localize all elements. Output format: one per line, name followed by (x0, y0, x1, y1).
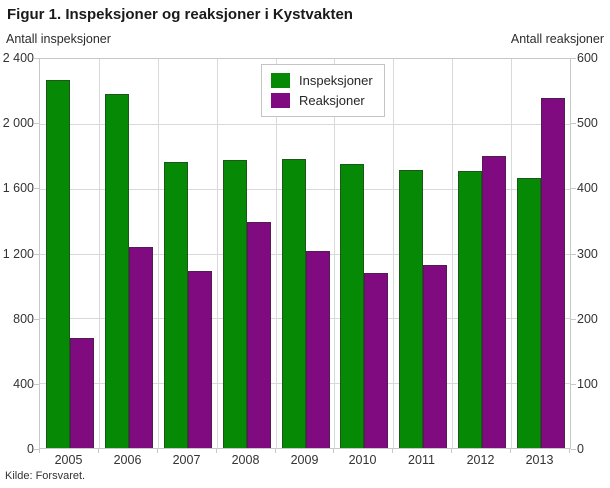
x-axis-tickmark (275, 449, 276, 453)
right-axis-tick-label: 0 (577, 442, 584, 456)
legend: Inspeksjoner Reaksjoner (261, 64, 385, 117)
gridline-vertical (276, 59, 277, 448)
right-axis-title: Antall reaksjoner (510, 32, 604, 46)
x-axis-label-2008: 2008 (231, 453, 260, 467)
right-axis-tick-label: 300 (577, 247, 598, 261)
axis-tickmark (571, 188, 576, 189)
x-axis-label-2012: 2012 (466, 453, 495, 467)
right-axis-tick-label: 200 (577, 312, 598, 326)
x-axis-label-2010: 2010 (348, 453, 377, 467)
bar-inspeksjoner-2011 (399, 170, 423, 448)
gridline-vertical (452, 59, 453, 448)
bar-inspeksjoner-2005 (46, 80, 70, 448)
left-axis-tick-label: 0 (27, 442, 34, 456)
axis-tickmark (571, 123, 576, 124)
x-axis-tickmark (39, 449, 40, 453)
x-axis-label-2009: 2009 (290, 453, 319, 467)
right-axis-tick-label: 600 (577, 51, 598, 65)
left-axis-tick-label: 1 200 (2, 247, 34, 261)
bar-inspeksjoner-2007 (164, 162, 188, 448)
left-axis-tick-label: 1 600 (2, 181, 34, 195)
x-axis-tickmark (569, 449, 570, 453)
legend-label-reaksjoner: Reaksjoner (299, 93, 365, 108)
bar-inspeksjoner-2012 (458, 171, 482, 448)
axis-tickmark (34, 58, 39, 59)
bar-inspeksjoner-2010 (340, 164, 364, 448)
legend-label-inspeksjoner: Inspeksjoner (299, 73, 373, 88)
bar-reaksjoner-2013 (541, 98, 565, 448)
x-axis-label-2006: 2006 (113, 453, 142, 467)
gridline-vertical (158, 59, 159, 448)
right-axis-tick-label: 400 (577, 181, 598, 195)
axis-tickmark (571, 384, 576, 385)
x-axis-tickmark (157, 449, 158, 453)
legend-item-inspeksjoner: Inspeksjoner (271, 73, 373, 88)
x-axis-tickmark (333, 449, 334, 453)
bar-reaksjoner-2011 (423, 265, 447, 448)
x-axis-label-2007: 2007 (172, 453, 201, 467)
left-axis-title: Antall inspeksjoner (6, 32, 111, 46)
x-axis-label-2005: 2005 (54, 453, 83, 467)
axis-tickmark (571, 319, 576, 320)
bar-reaksjoner-2007 (188, 271, 212, 448)
x-axis-tickmark (98, 449, 99, 453)
bar-inspeksjoner-2008 (223, 160, 247, 448)
gridline-vertical (334, 59, 335, 448)
left-axis-tick-label: 400 (13, 377, 34, 391)
bar-reaksjoner-2008 (247, 222, 271, 448)
gridline-horizontal (40, 124, 570, 125)
axis-tickmark (571, 58, 576, 59)
left-axis-tick-label: 800 (13, 312, 34, 326)
legend-swatch-reaksjoner-icon (271, 93, 290, 108)
chart-title: Figur 1. Inspeksjoner og reaksjoner i Ky… (7, 6, 353, 23)
x-axis-tickmark (451, 449, 452, 453)
left-axis-tick-label: 2 400 (2, 51, 34, 65)
bar-inspeksjoner-2009 (282, 159, 306, 448)
gridline-vertical (393, 59, 394, 448)
plot-area (39, 58, 571, 449)
bar-inspeksjoner-2006 (105, 94, 129, 448)
bar-reaksjoner-2012 (482, 156, 506, 448)
gridline-vertical (511, 59, 512, 448)
bar-reaksjoner-2009 (306, 251, 330, 448)
axis-tickmark (34, 319, 39, 320)
left-axis-tick-label: 2 000 (2, 116, 34, 130)
axis-tickmark (34, 449, 39, 450)
legend-item-reaksjoner: Reaksjoner (271, 93, 373, 108)
x-axis-tickmark (392, 449, 393, 453)
bar-reaksjoner-2010 (364, 273, 388, 448)
source-note: Kilde: Forsvaret. (5, 470, 86, 482)
gridline-vertical (99, 59, 100, 448)
x-axis-label-2011: 2011 (408, 453, 435, 467)
bar-reaksjoner-2006 (129, 247, 153, 448)
axis-tickmark (571, 254, 576, 255)
legend-swatch-inspeksjoner-icon (271, 73, 290, 88)
right-axis-tick-label: 500 (577, 116, 598, 130)
right-axis-tick-label: 100 (577, 377, 598, 391)
axis-tickmark (34, 188, 39, 189)
axis-tickmark (34, 254, 39, 255)
bar-inspeksjoner-2013 (517, 178, 541, 448)
axis-tickmark (34, 123, 39, 124)
axis-tickmark (34, 384, 39, 385)
x-axis-label-2013: 2013 (525, 453, 554, 467)
bar-reaksjoner-2005 (70, 338, 94, 448)
gridline-vertical (217, 59, 218, 448)
x-axis-tickmark (510, 449, 511, 453)
x-axis-tickmark (216, 449, 217, 453)
axis-tickmark (571, 449, 576, 450)
